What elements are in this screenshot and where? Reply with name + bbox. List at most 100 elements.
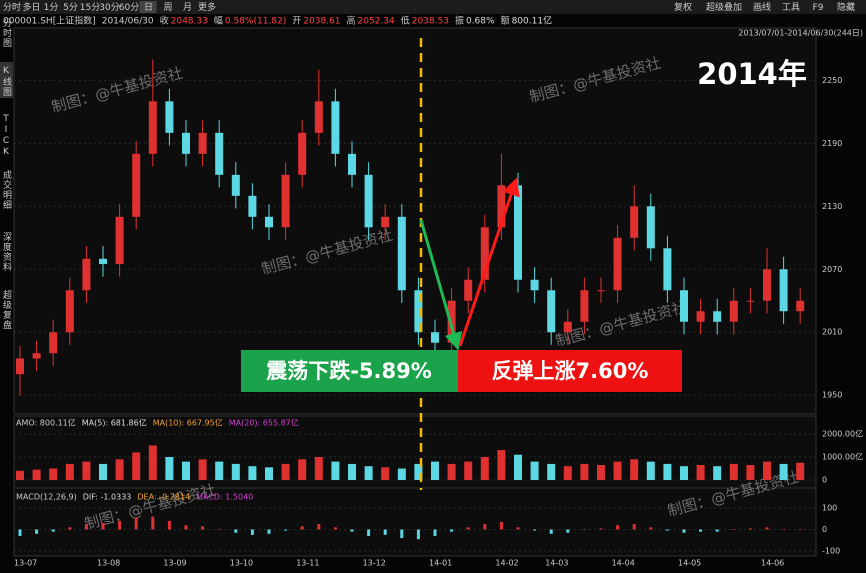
candle-body xyxy=(680,290,688,322)
bar xyxy=(782,529,786,530)
price-panel xyxy=(13,27,817,415)
bar xyxy=(616,525,620,530)
y-tick-label: 2010 xyxy=(822,328,842,337)
toolbar-button[interactable]: 多日 xyxy=(22,1,40,13)
y-tick-label: -100 xyxy=(822,547,840,556)
toolbar-button[interactable]: 工具 xyxy=(782,2,800,13)
x-tick-label: 13-10 xyxy=(230,559,253,568)
candle-body xyxy=(514,185,522,280)
drop-label: 震荡下跌-5.89% xyxy=(266,359,432,383)
x-tick-label: 13-07 xyxy=(14,559,37,568)
candle-body xyxy=(763,269,771,301)
bar xyxy=(84,524,88,530)
bar xyxy=(597,465,605,480)
toolbar-button[interactable]: 30分 xyxy=(99,2,119,13)
bar xyxy=(118,520,122,530)
candle-body xyxy=(198,132,207,154)
info-text: 高 xyxy=(346,15,355,27)
bar xyxy=(646,461,655,480)
sidebar-tab[interactable]: TICK xyxy=(1,114,11,158)
toolbar-button[interactable]: 日 xyxy=(144,2,153,13)
bar xyxy=(231,463,240,480)
toolbar-button[interactable]: 5分 xyxy=(63,2,78,13)
bar xyxy=(367,529,371,536)
bar xyxy=(563,466,572,480)
tab-selected xyxy=(139,1,157,13)
bar xyxy=(464,461,473,480)
bar xyxy=(68,527,72,530)
sidebar-tab-bg xyxy=(0,62,13,98)
info-text: 2052.34 xyxy=(358,17,395,27)
bar xyxy=(796,462,805,480)
bar xyxy=(284,529,288,531)
bar xyxy=(450,529,454,532)
candle-body xyxy=(580,290,589,322)
candle-body xyxy=(563,321,572,333)
toolbar-button[interactable]: 隐藏 xyxy=(837,1,855,13)
bar xyxy=(198,459,207,480)
bar xyxy=(433,529,437,536)
y-tick-label: 2190 xyxy=(822,139,842,148)
macd-panel xyxy=(13,487,817,557)
candle-body xyxy=(364,174,373,228)
bar xyxy=(184,525,188,530)
legend-text: AMO: 800.11亿 xyxy=(16,418,76,428)
bar xyxy=(350,529,354,532)
sidebar-tab[interactable]: K线图 xyxy=(1,66,12,97)
toolbar-button[interactable]: 复权 xyxy=(674,1,692,13)
toolbar-button[interactable]: F9 xyxy=(813,3,824,13)
y-tick-label: 1000.00亿 xyxy=(822,452,863,462)
info-text: 振 xyxy=(455,15,464,27)
toolbar-button[interactable]: 月 xyxy=(183,2,192,13)
toolbar-button[interactable]: 画线 xyxy=(753,1,771,13)
bar xyxy=(682,529,686,533)
toolbar-button[interactable]: 60分 xyxy=(119,2,139,13)
sidebar-tab[interactable]: 超级复盘 xyxy=(1,289,12,330)
bar xyxy=(729,463,738,480)
candle-body xyxy=(663,248,672,291)
toolbar-button[interactable]: 周 xyxy=(163,2,172,13)
toolbar-button[interactable]: 分时 xyxy=(3,1,21,13)
sidebar-tab[interactable]: 深度资料 xyxy=(1,232,12,272)
bar xyxy=(148,445,157,480)
bar xyxy=(466,527,470,530)
x-tick-label: 13-11 xyxy=(296,559,319,568)
toolbar-button[interactable]: 更多 xyxy=(198,1,216,13)
candle-body xyxy=(497,185,506,228)
candle-body xyxy=(397,216,406,291)
candle-body xyxy=(530,279,539,291)
bar xyxy=(613,461,622,480)
sidebar-tab[interactable]: 分时图 xyxy=(1,18,12,48)
candle-body xyxy=(215,132,224,175)
rise-label: 反弹上涨7.60% xyxy=(492,359,649,383)
toolbar-button[interactable]: 超级叠加 xyxy=(706,1,742,13)
legend-text: MACD(12,26,9) xyxy=(16,493,77,502)
bar xyxy=(516,527,520,530)
bar xyxy=(217,529,221,530)
y-tick-label: 2130 xyxy=(822,202,842,211)
bar xyxy=(82,461,91,480)
bar xyxy=(649,527,653,530)
candle-body xyxy=(132,153,141,217)
candle-body xyxy=(16,358,24,375)
bar xyxy=(201,526,205,530)
y-tick-label: 100 xyxy=(822,504,837,513)
candle-body xyxy=(298,132,307,175)
up-arrow xyxy=(458,177,520,347)
bar xyxy=(599,528,603,530)
bar xyxy=(165,457,174,480)
year-title: 2014年 xyxy=(697,57,807,91)
info-text: 低 xyxy=(401,15,410,27)
toolbar-button[interactable]: 15分 xyxy=(80,2,100,13)
candle-body xyxy=(713,311,722,322)
candle-body xyxy=(348,153,356,175)
candle-body xyxy=(182,132,190,154)
candle-body xyxy=(49,332,58,354)
sidebar-tab[interactable]: 成交明细 xyxy=(1,169,12,210)
toolbar-button[interactable]: 1分 xyxy=(44,2,59,13)
info-text: 2048.33 xyxy=(171,17,208,27)
bar xyxy=(364,466,373,480)
y-tick-label: 2070 xyxy=(822,265,842,274)
y-tick-label: 2250 xyxy=(822,76,842,85)
bar xyxy=(748,528,752,530)
